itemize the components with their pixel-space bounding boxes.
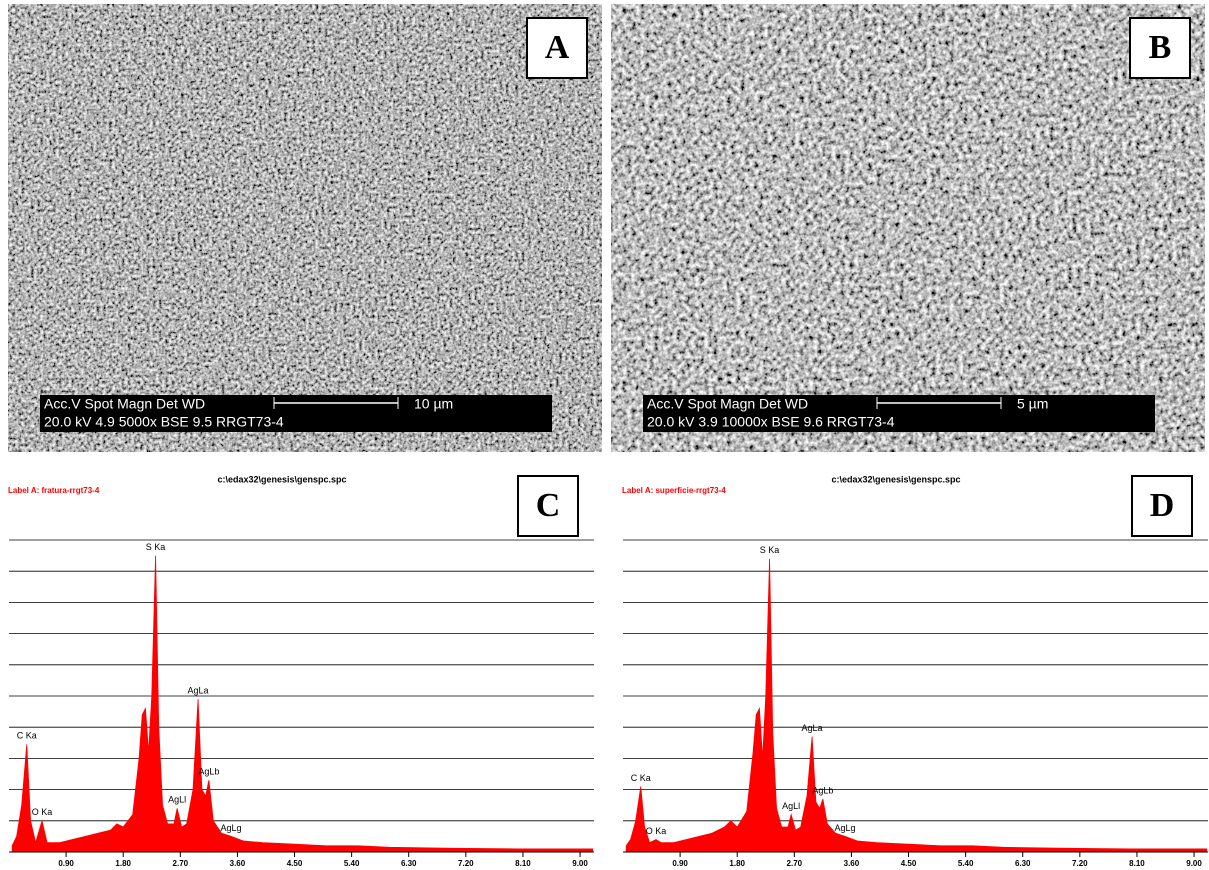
info-bar <box>643 395 1155 432</box>
info-header: Acc.V Spot Magn Det WD <box>647 396 808 412</box>
label-box <box>517 475 579 537</box>
x-tick-label: 1.80 <box>115 859 131 868</box>
x-tick-label: 1.80 <box>729 859 745 868</box>
x-tick-label: 7.20 <box>1072 859 1088 868</box>
peak-label: S Ka <box>760 545 780 555</box>
info-bar <box>40 395 552 432</box>
label-box <box>1131 475 1193 537</box>
spectrum-subtitle: Label A: fratura-rrgt73-4 <box>8 486 100 495</box>
x-tick-label: 4.50 <box>287 859 303 868</box>
x-tick-label: 8.10 <box>515 859 531 868</box>
peak-label: AgLa <box>802 723 823 733</box>
spectrum-area <box>11 555 594 853</box>
peak-label: O Ka <box>646 826 667 836</box>
x-tick-label: 2.70 <box>173 859 189 868</box>
peak-label: AgLb <box>812 785 833 795</box>
info-values: 20.0 kV 4.9 5000x BSE 9.5 RRGT73-4 <box>44 414 284 430</box>
spectrum-title: c:\edax32\genesis\genspc.spc <box>217 474 346 484</box>
peak-label: S Ka <box>146 542 166 552</box>
peak-label: AgLl <box>168 795 186 805</box>
spectrum-subtitle: Label A: superficie-rrgt73-4 <box>622 486 726 495</box>
scale-label: 10 µm <box>414 396 453 412</box>
peak-label: AgLa <box>188 685 209 695</box>
info-values: 20.0 kV 3.9 10000x BSE 9.6 RRGT73-4 <box>647 414 895 430</box>
x-tick-label: 6.30 <box>401 859 417 868</box>
sem-image <box>611 4 1205 452</box>
x-tick-label: 6.30 <box>1015 859 1031 868</box>
x-tick-label: 2.70 <box>787 859 803 868</box>
x-tick-label: 9.00 <box>572 859 588 868</box>
info-header: Acc.V Spot Magn Det WD <box>44 396 205 412</box>
x-tick-label: 5.40 <box>958 859 974 868</box>
x-tick-label: 8.10 <box>1129 859 1145 868</box>
x-tick-label: 3.60 <box>844 859 860 868</box>
panel-label: D <box>1150 487 1175 524</box>
x-tick-label: 9.00 <box>1186 859 1202 868</box>
scale-label: 5 µm <box>1017 396 1048 412</box>
panel-label: A <box>545 29 570 66</box>
x-tick-label: 4.50 <box>901 859 917 868</box>
x-tick-label: 7.20 <box>458 859 474 868</box>
label-box <box>1129 17 1191 79</box>
panel-label: B <box>1149 29 1172 66</box>
peak-label: AgLg <box>221 823 242 833</box>
x-tick-label: 5.40 <box>344 859 360 868</box>
x-tick-label: 0.90 <box>58 859 74 868</box>
panel-label: C <box>536 487 561 524</box>
sem-image <box>8 4 602 452</box>
x-tick-label: 3.60 <box>230 859 246 868</box>
peak-label: C Ka <box>17 731 37 741</box>
peak-label: C Ka <box>631 773 651 783</box>
peak-label: AgLg <box>835 823 856 833</box>
label-box <box>526 17 588 79</box>
x-tick-label: 0.90 <box>672 859 688 868</box>
peak-label: AgLl <box>782 801 800 811</box>
peak-label: AgLb <box>198 767 219 777</box>
spectrum-area <box>625 558 1208 853</box>
peak-label: O Ka <box>32 807 53 817</box>
spectrum-title: c:\edax32\genesis\genspc.spc <box>831 474 960 484</box>
